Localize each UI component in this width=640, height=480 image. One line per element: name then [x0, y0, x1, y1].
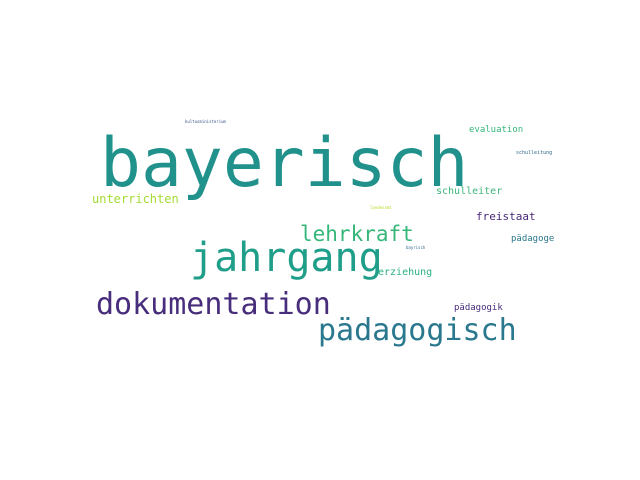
- word-bayrisch: bayrisch: [406, 245, 426, 250]
- word-erziehung: erziehung: [378, 267, 433, 278]
- word-kultusministerium: kultusministerium: [185, 119, 226, 124]
- word-lehrkraft: lehrkraft: [300, 222, 414, 246]
- word-paedagoge: pädagoge: [511, 234, 555, 244]
- word-schulleiter: schulleiter: [436, 186, 503, 197]
- word-evaluation: evaluation: [469, 125, 524, 135]
- word-bayerisch: bayerisch: [100, 124, 469, 203]
- word-schulleitung: schulleitung: [516, 150, 553, 156]
- word-jahrgang: jahrgang: [190, 235, 383, 281]
- word-dokumentation: dokumentation: [96, 287, 331, 322]
- word-paedagogisch: pädagogisch: [318, 313, 517, 348]
- word-unterrichten: unterrichten: [92, 192, 179, 206]
- word-freistaat: freistaat: [476, 210, 536, 223]
- word-landesamt: landesamt: [370, 205, 392, 210]
- word-paedagogik: pädagogik: [454, 303, 503, 313]
